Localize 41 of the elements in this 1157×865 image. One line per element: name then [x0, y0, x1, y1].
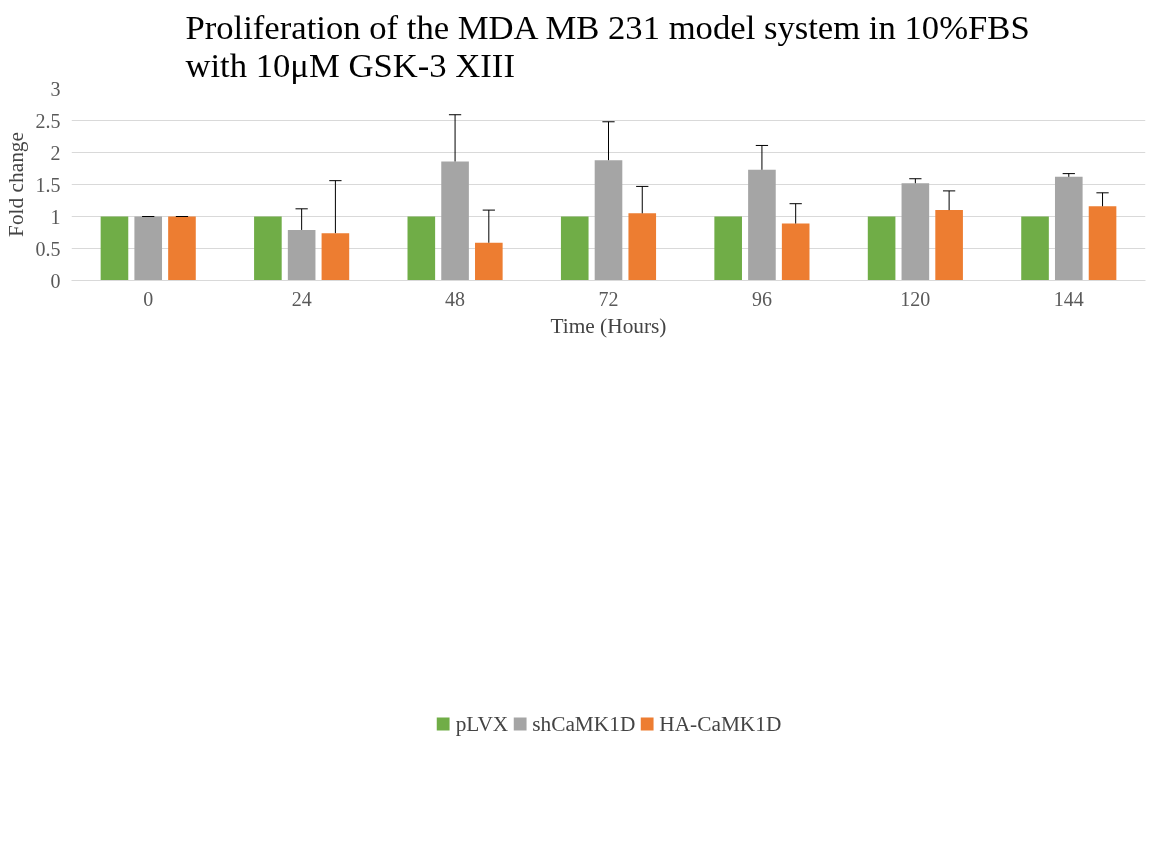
x-tick-label: 72	[598, 287, 619, 310]
bar	[134, 216, 163, 281]
y-tick-label: 0.5	[35, 237, 61, 260]
bar	[781, 223, 810, 281]
bar	[594, 160, 623, 281]
bar	[1054, 176, 1083, 281]
bar	[168, 216, 196, 281]
bar	[748, 169, 776, 281]
legend-label: shCaMK1D	[532, 711, 636, 737]
y-tick-label: 2	[50, 141, 61, 164]
y-tick-label: 3	[50, 77, 61, 100]
legend-label: pLVX	[455, 711, 509, 737]
y-axis-title: Fold change	[3, 132, 28, 237]
bar	[254, 216, 282, 281]
y-tick-label: 2.5	[35, 109, 61, 132]
legend-label: HA-CaMK1D	[659, 711, 782, 737]
bar	[1021, 216, 1049, 281]
x-tick-label: 24	[291, 287, 312, 310]
x-tick-label: 48	[445, 287, 466, 310]
bar	[321, 233, 350, 281]
x-tick-label: 0	[143, 287, 154, 310]
y-tick-label: 1	[50, 205, 61, 228]
y-tick-label: 1.5	[35, 173, 61, 196]
x-axis-title: Time (Hours)	[550, 313, 667, 338]
bar	[287, 229, 316, 281]
chart-title: Proliferation of the MDA MB 231 model system in 10%FBS with 10μM GSK-3 XIII	[185, 7, 1030, 84]
bar	[714, 216, 742, 281]
bar	[100, 216, 129, 281]
x-tick-label: 120	[900, 287, 931, 310]
y-tick-label: 0	[50, 269, 61, 292]
bar	[901, 183, 930, 281]
bar	[441, 161, 469, 281]
bar	[935, 210, 963, 281]
bar	[560, 216, 589, 281]
bar	[407, 216, 436, 281]
x-tick-label: 144	[1053, 287, 1084, 310]
bar	[1088, 206, 1117, 281]
bar	[475, 242, 503, 281]
bar	[628, 213, 657, 281]
x-tick-label: 96	[751, 287, 772, 310]
bar	[867, 216, 896, 281]
